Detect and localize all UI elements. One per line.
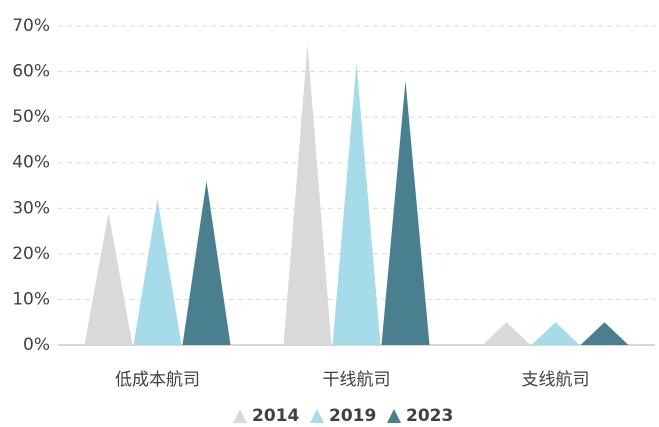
y-tick-label: 20% [12, 244, 50, 264]
y-tick-label: 50% [12, 107, 50, 127]
legend-marker [310, 409, 324, 423]
x-tick-label: 支线航司 [522, 370, 590, 390]
legend-marker [233, 409, 247, 423]
triangle-bar [381, 80, 430, 345]
y-tick-label: 10% [12, 289, 50, 309]
legend-label: 2014 [252, 406, 299, 426]
y-tick-label: 30% [12, 198, 50, 218]
legend-label: 2019 [329, 406, 376, 426]
triangle-bar [84, 212, 133, 345]
triangle-bar [133, 199, 182, 345]
x-tick-label: 低成本航司 [115, 370, 200, 390]
legend-marker [387, 409, 401, 423]
y-tick-label: 0% [23, 335, 50, 355]
triangle-bar [332, 62, 381, 345]
y-tick-label: 70% [12, 16, 50, 36]
triangle-bar [531, 322, 580, 345]
triangle-bar [580, 322, 629, 345]
x-tick-label: 干线航司 [323, 370, 391, 390]
legend-label: 2023 [406, 406, 453, 426]
y-tick-label: 40% [12, 153, 50, 173]
y-tick-label: 60% [12, 62, 50, 82]
triangle-bar [482, 322, 531, 345]
triangle-bar [283, 44, 332, 345]
triangle-bar [182, 180, 231, 345]
